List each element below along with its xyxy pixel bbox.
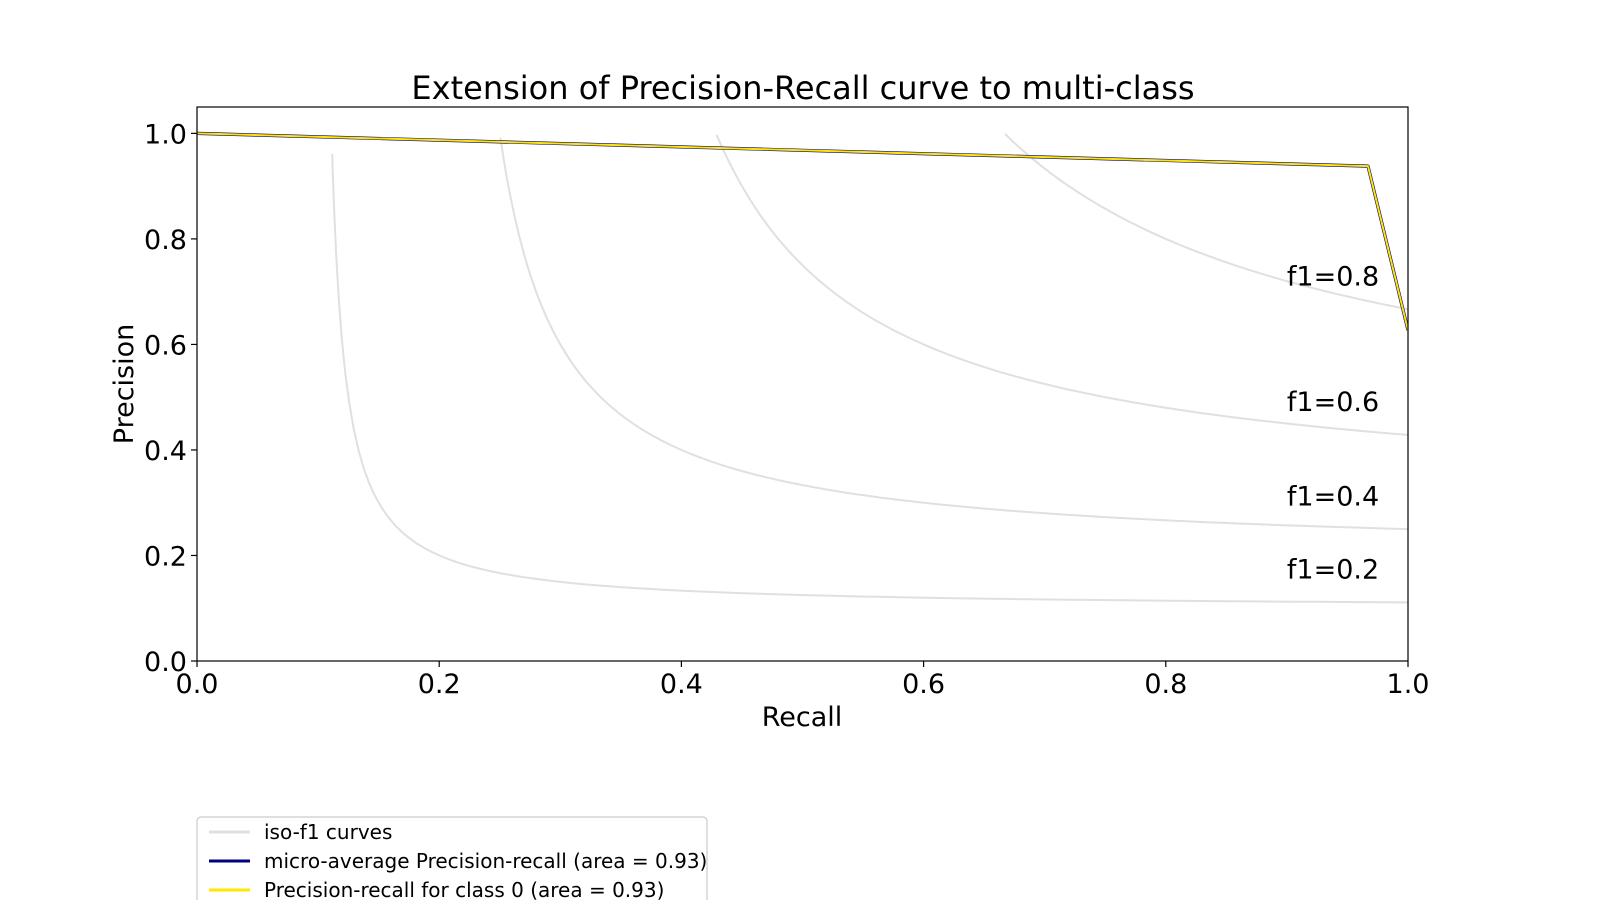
y-tick-label: 0.8 bbox=[144, 225, 187, 256]
iso-f1-curve bbox=[1004, 133, 1408, 311]
iso-f1-label: f1=0.6 bbox=[1287, 387, 1379, 418]
y-axis: 0.0 0.2 0.4 0.6 0.8 1.0 bbox=[144, 119, 197, 678]
x-axis: 0.0 0.2 0.4 0.6 0.8 1.0 bbox=[176, 661, 1430, 700]
iso-f1-label: f1=0.2 bbox=[1287, 555, 1379, 586]
plot-frame bbox=[196, 106, 1409, 662]
x-tick-label: 0.6 bbox=[902, 669, 945, 700]
iso-f1-label: f1=0.4 bbox=[1287, 481, 1379, 512]
legend-label: iso-f1 curves bbox=[264, 820, 392, 844]
iso-f1-curve bbox=[499, 137, 1408, 531]
iso-f1-curve bbox=[715, 134, 1408, 436]
x-axis-label: Recall bbox=[762, 702, 843, 733]
iso-f1-curve bbox=[331, 153, 1408, 604]
x-tick-label: 0.2 bbox=[418, 669, 461, 700]
series-lines bbox=[197, 131, 1408, 331]
y-tick-label: 0.6 bbox=[144, 330, 187, 361]
y-tick-label: 0.4 bbox=[144, 436, 187, 467]
legend-box bbox=[196, 816, 708, 904]
x-tick-label: 0.8 bbox=[1144, 669, 1187, 700]
legend-label: Precision-recall for class 0 (area = 0.9… bbox=[264, 878, 664, 900]
x-tick-label: 0.4 bbox=[660, 669, 703, 700]
y-tick-label: 0.2 bbox=[144, 541, 187, 572]
y-axis-label: Precision bbox=[109, 324, 140, 444]
x-tick-label: 0.0 bbox=[176, 669, 219, 700]
y-tick-label: 0.0 bbox=[144, 647, 187, 678]
legend: iso-f1 curves micro-average Precision-rec… bbox=[196, 816, 708, 904]
y-tick-label: 1.0 bbox=[144, 119, 187, 150]
class-0-line bbox=[197, 132, 1408, 331]
iso-f1-label: f1=0.8 bbox=[1287, 262, 1379, 293]
x-tick-label: 1.0 bbox=[1387, 669, 1430, 700]
chart-title: Extension of Precision-Recall curve to m… bbox=[411, 69, 1194, 107]
iso-f1-curves bbox=[331, 133, 1408, 604]
legend-label: micro-average Precision-recall (area = 0… bbox=[264, 849, 707, 873]
